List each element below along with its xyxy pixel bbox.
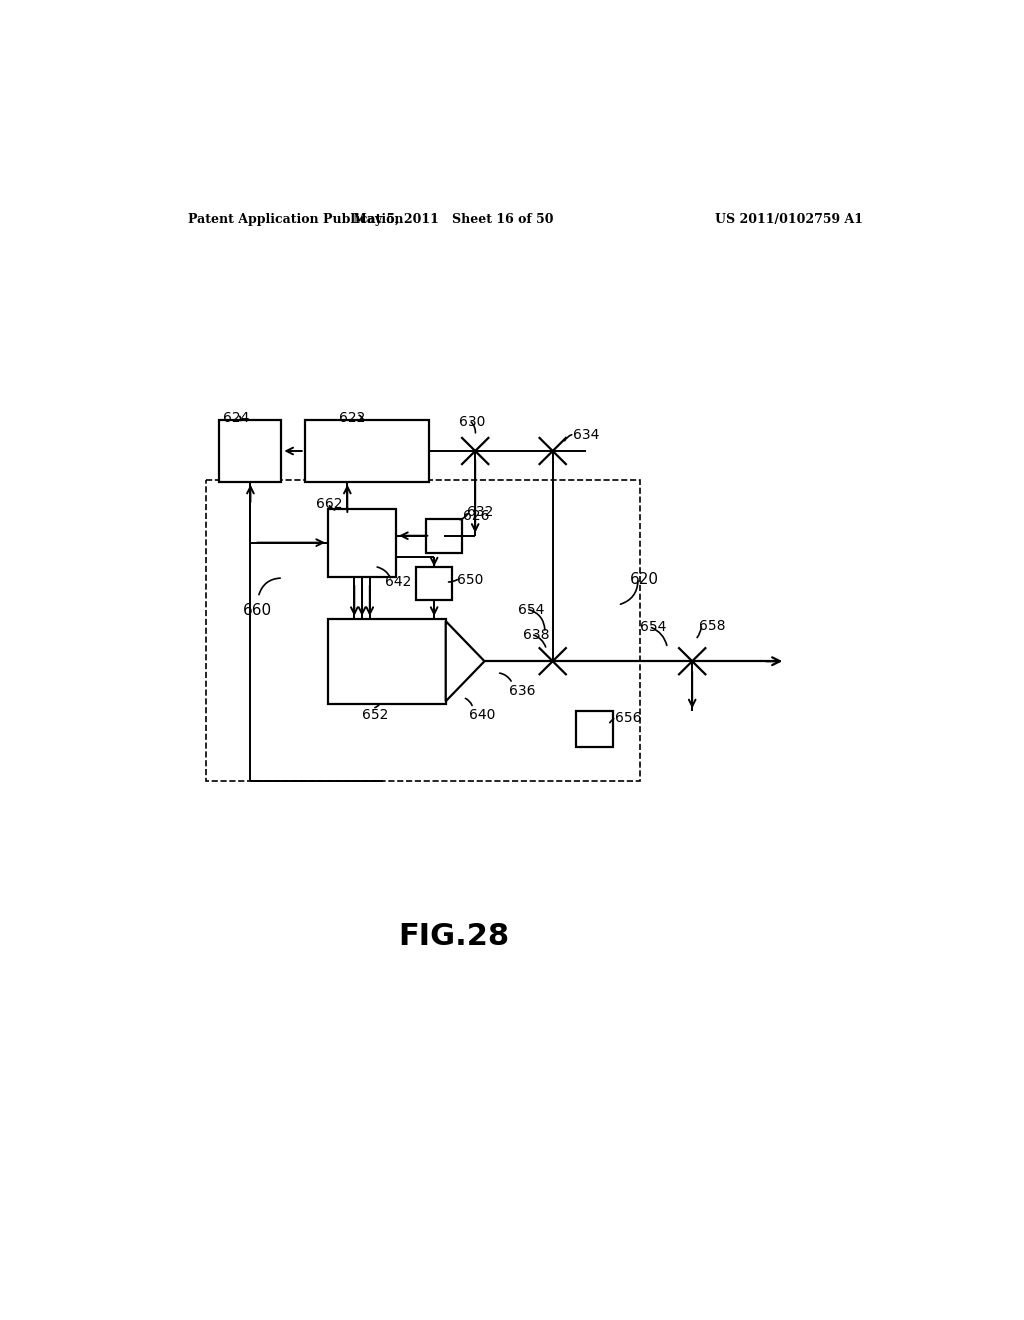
Text: 640: 640 xyxy=(469,708,496,722)
Text: 654: 654 xyxy=(518,603,544,618)
Polygon shape xyxy=(445,622,484,701)
Bar xyxy=(426,519,462,553)
Bar xyxy=(417,566,452,601)
Bar xyxy=(328,619,445,704)
Bar xyxy=(575,711,613,747)
Text: 626: 626 xyxy=(463,508,489,523)
Text: FIG.28: FIG.28 xyxy=(398,921,509,950)
Text: 656: 656 xyxy=(614,711,641,725)
Text: 620: 620 xyxy=(630,572,659,587)
Text: 652: 652 xyxy=(362,708,388,722)
Bar xyxy=(305,420,429,482)
Text: May 5, 2011   Sheet 16 of 50: May 5, 2011 Sheet 16 of 50 xyxy=(353,214,554,227)
Text: Patent Application Publication: Patent Application Publication xyxy=(188,214,403,227)
Text: 630: 630 xyxy=(459,414,485,429)
Text: 634: 634 xyxy=(572,428,599,442)
Text: US 2011/0102759 A1: US 2011/0102759 A1 xyxy=(715,214,862,227)
Text: 658: 658 xyxy=(699,619,726,632)
Text: 654: 654 xyxy=(640,620,667,635)
Bar xyxy=(328,508,396,577)
Text: 622: 622 xyxy=(339,411,366,425)
Text: 650: 650 xyxy=(458,573,483,586)
Text: 642: 642 xyxy=(385,576,412,589)
Text: 624: 624 xyxy=(222,411,249,425)
Text: 636: 636 xyxy=(509,684,536,697)
Text: 662: 662 xyxy=(315,498,342,511)
Text: 660: 660 xyxy=(243,603,271,619)
Bar xyxy=(206,480,640,780)
Text: 638: 638 xyxy=(523,628,550,642)
Text: 632: 632 xyxy=(467,506,494,519)
Bar xyxy=(219,420,282,482)
